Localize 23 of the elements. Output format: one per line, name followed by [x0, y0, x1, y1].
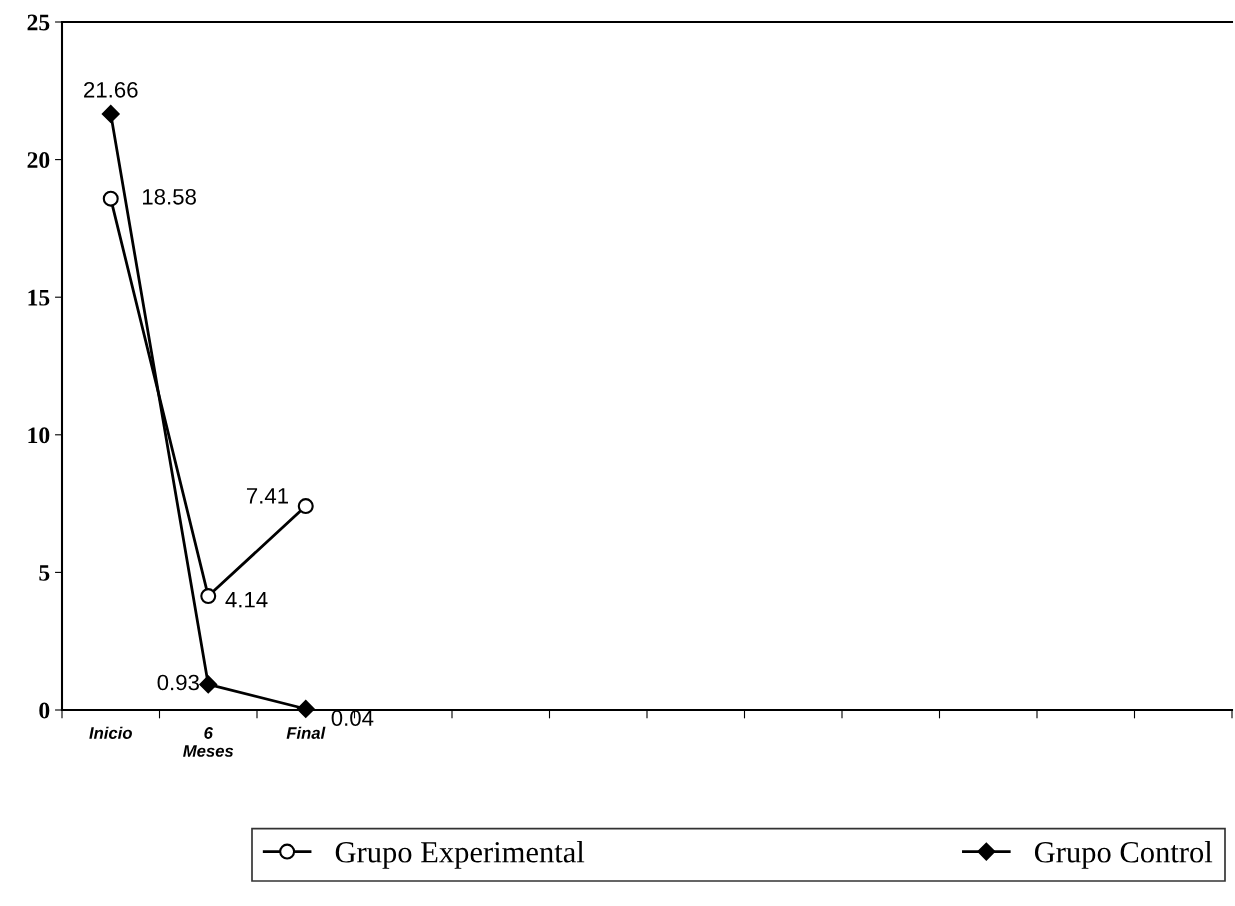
data-label: 21.66 — [84, 81, 138, 98]
point — [200, 588, 217, 605]
data-label: 4.14 — [225, 592, 268, 608]
point — [102, 190, 119, 207]
y-tick-label: 25 — [27, 14, 50, 31]
point — [101, 105, 120, 123]
x-tick-label: Inicio — [89, 726, 132, 739]
y-tick-label: 20 — [27, 152, 50, 169]
data-label: 7.41 — [246, 488, 288, 504]
data-label: 18.58 — [143, 188, 196, 205]
y-tick-label: 15 — [28, 289, 50, 306]
legend-label: Grupo Control — [1034, 841, 1213, 869]
y-tick-label: 0 — [39, 702, 50, 719]
x-tick-label: Final — [286, 726, 326, 739]
x-tick-label: 6 Meses — [183, 727, 234, 757]
legend-label: Grupo Experimental — [335, 841, 585, 869]
point — [296, 700, 315, 718]
point — [297, 498, 314, 515]
y-tick-label: 10 — [28, 427, 50, 444]
data-label: 0.93 — [157, 674, 199, 691]
point — [199, 675, 218, 694]
data-label: 0.04 — [331, 710, 374, 726]
y-tick-label: 5 — [39, 565, 50, 581]
